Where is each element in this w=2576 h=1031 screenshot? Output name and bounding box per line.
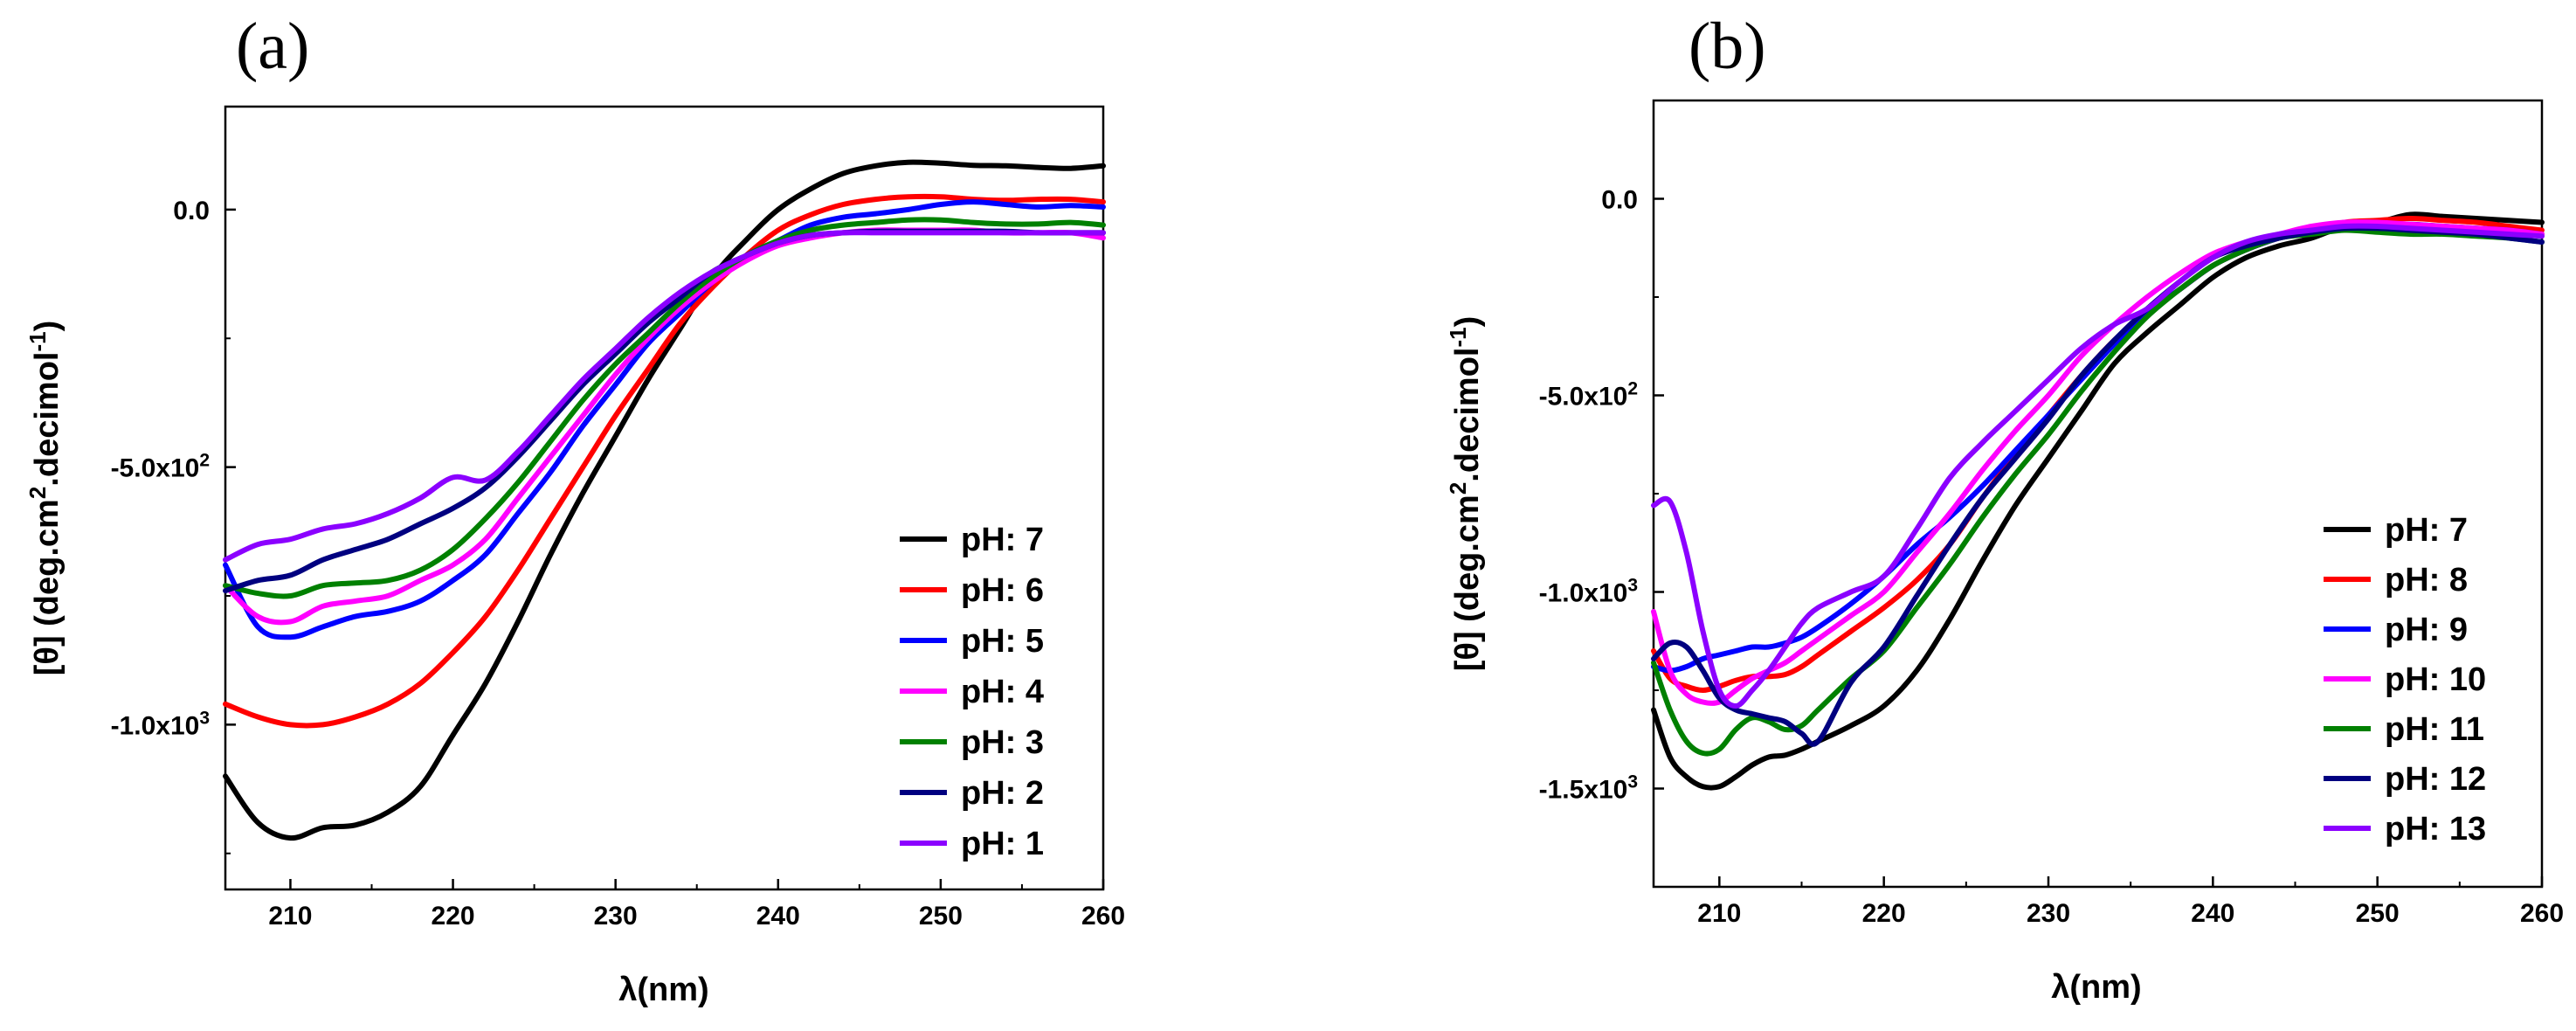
y-tick-label: -1.0x103 (111, 708, 210, 740)
legend-label: pH: 2 (961, 775, 1044, 812)
legend-label: pH: 1 (961, 826, 1044, 862)
series-line (1651, 223, 2545, 709)
y-tick-label: -5.0x102 (111, 451, 210, 483)
legend-label: pH: 9 (2385, 612, 2468, 648)
x-tick-label: 260 (2520, 899, 2564, 928)
legend-label: pH: 11 (2385, 711, 2484, 748)
x-tick-label: 250 (2356, 899, 2400, 928)
legend-label: pH: 10 (2385, 661, 2486, 698)
legend-a: pH: 7 pH: 6 pH: 5 pH: 4 pH: 3 pH: 2 pH: 1 (900, 522, 1044, 862)
tick-layer-b: 210 220 230 240 250 260 0.0 -5.0x102 -1.0x103 -1.… (1539, 100, 2564, 928)
x-tick-label: 210 (1697, 899, 1741, 928)
legend-label: pH: 13 (2385, 811, 2486, 848)
legend-label: pH: 6 (961, 572, 1044, 609)
series-line (223, 199, 1106, 640)
legend-label: pH: 5 (961, 623, 1044, 660)
series-line (1651, 227, 2545, 757)
x-tick-label: 220 (1862, 899, 1906, 928)
x-tick-label: 260 (1081, 902, 1125, 931)
panel-label-a: (a) (236, 10, 309, 83)
y-axis-title-b: [θ] (deg.cm2.decimol-1) (1445, 316, 1486, 672)
legend-label: pH: 8 (2385, 562, 2468, 599)
series-line (223, 159, 1106, 841)
x-tick-label: 240 (756, 902, 800, 931)
series-line (1651, 221, 2545, 674)
panel-a: (a) 210 220 230 240 250 260 0.0 -5.0x102 -1.0x10… (24, 10, 1125, 1008)
tick-layer-a: 210 220 230 240 250 260 0.0 -5.0x102 -1.0x103 (111, 197, 1125, 931)
legend-label: pH: 7 (2385, 512, 2468, 549)
panel-label-b: (b) (1689, 10, 1766, 83)
y-tick-label: 0.0 (173, 197, 210, 225)
panel-b: (b) 210 220 230 240 250 260 0.0 -5.0x102 -1.0x10… (1445, 10, 2564, 1006)
x-tick-label: 220 (432, 902, 475, 931)
x-tick-label: 250 (919, 902, 963, 931)
series-line (223, 227, 1106, 626)
series-line (1651, 219, 2545, 706)
plot-area-a (223, 159, 1106, 841)
legend-label: pH: 3 (961, 724, 1044, 761)
y-tick-label: -1.5x103 (1539, 772, 1638, 805)
y-tick-label: -1.0x103 (1539, 576, 1638, 608)
series-line (223, 217, 1106, 599)
legend-label: pH: 12 (2385, 761, 2486, 798)
legend-label: pH: 7 (961, 522, 1044, 558)
series-line (223, 230, 1106, 563)
legend-label: pH: 4 (961, 674, 1044, 710)
plot-area-b (1651, 211, 2545, 791)
x-tick-label: 230 (594, 902, 638, 931)
plot-frame-a (224, 105, 1105, 891)
y-tick-label: 0.0 (1601, 186, 1638, 215)
x-tick-label: 240 (2191, 899, 2234, 928)
x-axis-title-b: λ(nm) (2051, 969, 2141, 1006)
legend-b: pH: 7 pH: 8 pH: 9 pH: 10 pH: 11 pH: 12 pH: 13 (2324, 512, 2486, 848)
y-tick-label: -5.0x102 (1539, 379, 1638, 412)
x-axis-title-a: λ(nm) (618, 972, 708, 1008)
x-tick-label: 210 (268, 902, 312, 931)
series-line (223, 193, 1106, 729)
x-tick-label: 230 (2027, 899, 2070, 928)
series-line (1651, 211, 2545, 791)
y-axis-title-a: [θ] (deg.cm2.decimol-1) (24, 321, 66, 676)
